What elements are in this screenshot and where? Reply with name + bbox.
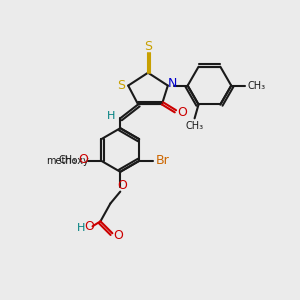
Text: N: N (168, 77, 178, 90)
Text: CH₃: CH₃ (59, 155, 77, 165)
Text: O: O (113, 229, 123, 242)
Text: H: H (107, 111, 116, 121)
Text: H: H (76, 223, 85, 233)
Text: O: O (85, 220, 94, 233)
Text: O: O (177, 106, 187, 119)
Text: S: S (144, 40, 152, 53)
Text: methoxy: methoxy (46, 156, 89, 166)
Text: Br: Br (156, 154, 170, 167)
Text: S: S (117, 79, 125, 92)
Text: CH₃: CH₃ (185, 121, 204, 131)
Text: O: O (79, 153, 88, 167)
Text: CH₃: CH₃ (248, 81, 266, 91)
Text: O: O (117, 179, 127, 192)
